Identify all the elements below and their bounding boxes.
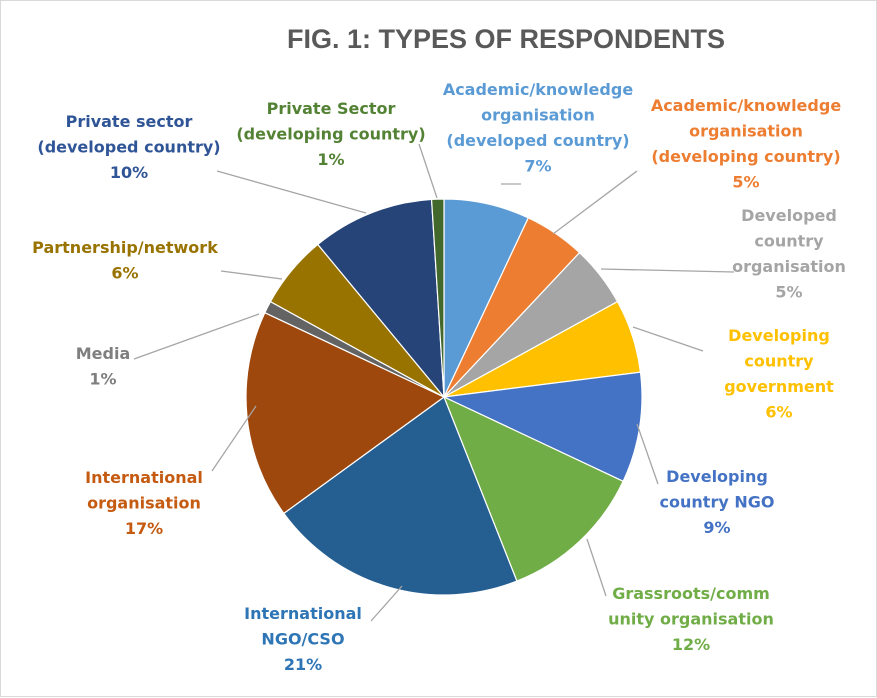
- data-label-category: International: [244, 604, 362, 623]
- data-label-category: (developed country): [446, 131, 629, 150]
- data-label-percent: 17%: [125, 519, 163, 538]
- data-label-percent: 21%: [284, 655, 322, 674]
- data-label-percent: 9%: [703, 518, 730, 537]
- data-label-category: country NGO: [660, 493, 775, 512]
- data-label-category: NGO/CSO: [261, 630, 344, 649]
- data-label: Academic/knowledge organisation (developed…: [443, 80, 634, 176]
- data-label-category: Academic/knowledge: [651, 96, 842, 115]
- data-label-percent: 6%: [765, 403, 792, 422]
- data-label-category: country: [754, 232, 824, 251]
- data-labels: Academic/knowledge organisation (developed…: [32, 80, 846, 674]
- data-label-category: (developing country): [651, 147, 840, 166]
- leader-line: [586, 538, 607, 597]
- pie-slice: [245, 311, 446, 515]
- data-label-category: (developing country): [236, 125, 425, 144]
- pie-slice: [430, 198, 445, 398]
- data-label-category: Private Sector: [267, 99, 396, 118]
- leader-line: [370, 585, 403, 622]
- pie-slice: [316, 198, 445, 399]
- data-label-percent: 7%: [524, 157, 551, 176]
- leader-line: [216, 170, 367, 214]
- data-label-percent: 1%: [317, 150, 344, 169]
- data-label: International organisation 17%: [85, 468, 203, 538]
- pie-slice: [441, 371, 643, 483]
- data-label-category: Academic/knowledge: [443, 80, 634, 99]
- data-label-percent: 5%: [732, 173, 759, 192]
- data-label-percent: 12%: [672, 635, 710, 654]
- data-label-category: Private sector: [66, 112, 193, 131]
- data-label-category: country: [744, 352, 814, 371]
- data-label: Developed country organisation 5%: [732, 206, 846, 302]
- chart-title: FIG. 1: TYPES OF RESPONDENTS: [287, 24, 725, 54]
- data-label-category: Developing: [728, 326, 830, 345]
- data-label: Private sector (developed country) 10%: [37, 112, 220, 182]
- data-label-category: Grassroots/comm: [612, 584, 770, 603]
- pie-slices: [245, 198, 643, 596]
- data-label-category: International: [85, 468, 203, 487]
- leader-line: [220, 270, 283, 280]
- data-label: Partnership/network 6%: [32, 238, 218, 283]
- leader-line: [211, 405, 257, 472]
- data-label: International NGO/CSO 21%: [244, 604, 362, 674]
- data-label: Private Sector (developing country) 1%: [236, 99, 425, 169]
- data-label-category: government: [724, 377, 834, 396]
- data-label-category: Partnership/network: [32, 238, 218, 257]
- data-label-category: organisation: [689, 122, 803, 141]
- data-label-category: organisation: [732, 257, 846, 276]
- leader-line: [133, 313, 260, 360]
- leader-line: [552, 170, 638, 235]
- data-label-category: organisation: [87, 494, 201, 513]
- data-label-category: Media: [76, 344, 131, 363]
- leader-lines: [133, 143, 735, 622]
- data-label: Grassroots/comm unity organisation 12%: [608, 584, 774, 654]
- data-label: Developing country government 6%: [724, 326, 834, 422]
- data-label: Media 1%: [76, 344, 131, 389]
- data-label-percent: 1%: [89, 370, 116, 389]
- data-label-category: Developing: [666, 467, 768, 486]
- data-label-category: unity organisation: [608, 610, 774, 629]
- leader-line: [636, 423, 659, 485]
- data-label: Developing country NGO 9%: [660, 467, 775, 537]
- data-label-percent: 10%: [110, 163, 148, 182]
- pie-slice: [282, 396, 518, 596]
- pie-slice: [442, 395, 624, 582]
- leader-line: [600, 268, 735, 273]
- data-label-category: Developed: [741, 206, 837, 225]
- data-label-percent: 5%: [775, 283, 802, 302]
- leader-line: [632, 326, 704, 352]
- data-label-category: organisation: [481, 106, 595, 125]
- data-label: Academic/knowledge organisation (developin…: [651, 96, 842, 192]
- data-label-percent: 6%: [111, 264, 138, 283]
- data-label-category: (developed country): [37, 138, 220, 157]
- leader-line: [418, 143, 438, 199]
